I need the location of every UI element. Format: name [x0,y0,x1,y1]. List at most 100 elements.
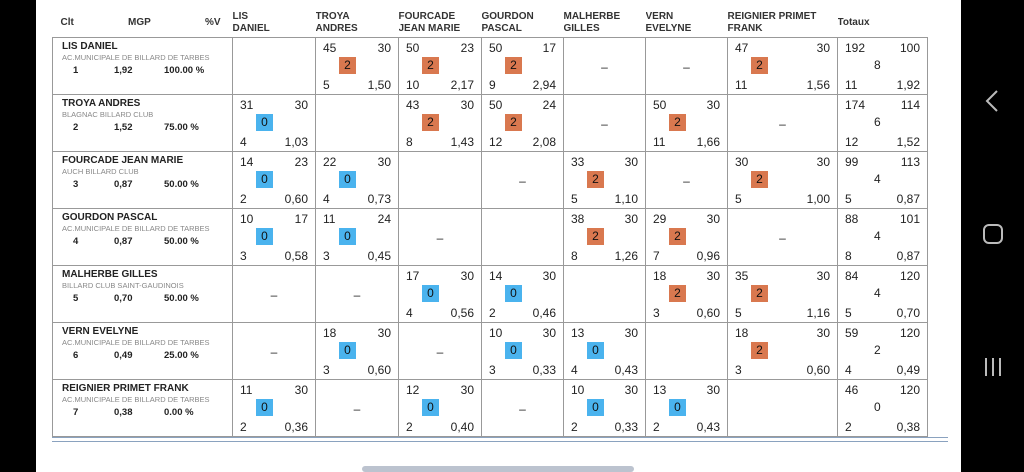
player-row: MALHERBE GILLES BILLARD CLUB SAINT-GAUDIN… [52,265,928,323]
match-average: 1,26 [614,249,638,263]
match-cell[interactable]: 13 30 0 4 0,43 [563,322,646,380]
match-cell[interactable]: 31 30 0 4 1,03 [232,94,316,152]
match-cell[interactable]: – [563,37,646,95]
match-result-badge: 2 [339,57,356,74]
match-cell[interactable] [315,94,399,152]
match-cell[interactable]: – [315,379,399,437]
match-cell[interactable]: 18 30 0 3 0,60 [315,322,399,380]
no-match-dash: – [601,60,608,74]
home-button[interactable] [961,204,1024,264]
match-points: 45 [323,41,337,55]
header-row: Clt MGP %V LIS DANIEL TROYA ANDRES FOURCADE J… [53,8,928,38]
match-cell[interactable]: 35 30 2 5 1,16 [727,265,838,323]
match-target: 30 [706,269,720,283]
match-target: 30 [706,98,720,112]
match-points: 22 [323,155,337,169]
match-cell[interactable] [645,322,728,380]
match-average: 2,94 [532,78,556,92]
match-cell[interactable]: 43 30 2 8 1,43 [398,94,482,152]
match-cell[interactable]: 50 17 2 9 2,94 [481,37,564,95]
match-cell[interactable] [727,379,838,437]
match-cell[interactable]: 45 30 2 5 1,50 [315,37,399,95]
match-innings: 11 [735,78,748,92]
player-stats: 6 0,49 25.00 % [54,350,233,362]
match-cell[interactable]: 13 30 0 2 0,43 [645,379,728,437]
match-result-badge: 2 [669,114,686,131]
match-cell[interactable]: 10 17 0 3 0,58 [232,208,316,266]
match-cell[interactable] [232,37,316,95]
match-cell[interactable]: – [645,37,728,95]
player-cell[interactable]: MALHERBE GILLES BILLARD CLUB SAINT-GAUDIN… [52,265,233,323]
match-cell[interactable]: – [315,265,399,323]
match-cell[interactable]: 50 30 2 11 1,66 [645,94,728,152]
match-cell[interactable]: – [232,322,316,380]
match-average: 2,08 [532,135,556,149]
match-cell[interactable]: 10 30 0 2 0,33 [563,379,646,437]
player-club: AC.MUNICIPALE DE BILLARD DE TARBES [62,224,210,233]
match-cell[interactable]: 12 30 0 2 0,40 [398,379,482,437]
match-cell[interactable]: – [727,94,838,152]
match-cell[interactable]: – [481,151,564,209]
player-cell[interactable]: TROYA ANDRES BLAGNAC BILLARD CLUB 2 1,52 75.… [52,94,233,152]
total-innings: 8 [845,249,852,263]
match-cell[interactable]: 22 30 0 4 0,73 [315,151,399,209]
player-win-pct: 50.00 % [164,236,199,247]
match-points: 17 [406,269,420,283]
match-target: 17 [542,41,556,55]
match-cell[interactable]: – [481,379,564,437]
match-cell[interactable]: – [645,151,728,209]
match-cell[interactable]: 11 30 0 2 0,36 [232,379,316,437]
opponent-header-line: JEAN MARIE [398,22,461,34]
match-average: 0,33 [532,363,556,377]
match-cell[interactable]: 50 23 2 10 2,17 [398,37,482,95]
back-button[interactable] [961,71,1024,131]
player-cell[interactable]: GOURDON PASCAL AC.MUNICIPALE DE BILLARD D… [52,208,233,266]
player-win-pct: 50.00 % [164,293,199,304]
match-target: 30 [624,212,638,226]
no-match-dash: – [519,174,526,188]
player-rank: 3 [73,179,79,190]
home-indicator[interactable] [362,466,634,472]
match-cell[interactable]: 11 24 0 3 0,45 [315,208,399,266]
match-cell[interactable] [481,208,564,266]
match-cell[interactable]: 18 30 2 3 0,60 [727,322,838,380]
player-cell[interactable]: REIGNIER PRIMET FRANK AC.MUNICIPALE DE BI… [52,379,233,437]
recents-button[interactable] [961,337,1024,397]
opponent-header: TROYA ANDRES [316,8,399,38]
match-cell[interactable]: – [398,208,482,266]
totals-cell: 59 120 2 4 0,49 [837,322,928,380]
match-cell[interactable]: 30 30 2 5 1,00 [727,151,838,209]
opponent-header-line: EVELYNE [645,22,692,34]
match-cell[interactable]: 50 24 2 12 2,08 [481,94,564,152]
match-target: 30 [624,326,638,340]
opponent-header-line: TROYA [315,10,350,22]
match-cell[interactable]: 33 30 2 5 1,10 [563,151,646,209]
match-cell[interactable] [398,151,482,209]
player-club: AUCH BILLARD CLUB [62,167,139,176]
match-cell[interactable]: – [232,265,316,323]
player-club: BLAGNAC BILLARD CLUB [62,110,154,119]
player-cell[interactable]: LIS DANIEL AC.MUNICIPALE DE BILLARD DE TA… [52,37,233,95]
match-cell[interactable]: – [563,94,646,152]
match-cell[interactable]: 17 30 0 4 0,56 [398,265,482,323]
match-cell[interactable]: 18 30 2 3 0,60 [645,265,728,323]
match-cell[interactable]: 47 30 2 11 1,56 [727,37,838,95]
match-cell[interactable]: 38 30 2 8 1,26 [563,208,646,266]
match-cell[interactable]: – [727,208,838,266]
match-cell[interactable]: – [398,322,482,380]
match-average: 0,43 [696,420,720,434]
match-cell[interactable]: 14 30 0 2 0,46 [481,265,564,323]
match-target: 23 [294,155,308,169]
match-innings: 2 [653,420,660,434]
opponent-header-line: GOURDON [481,10,534,22]
match-cell[interactable]: 14 23 0 2 0,60 [232,151,316,209]
match-cell[interactable]: 10 30 0 3 0,33 [481,322,564,380]
match-result-badge: 2 [422,114,439,131]
match-points: 43 [406,98,420,112]
match-result-badge: 0 [339,342,356,359]
player-cell[interactable]: FOURCADE JEAN MARIE AUCH BILLARD CLUB 3 0,8… [52,151,233,209]
player-row: FOURCADE JEAN MARIE AUCH BILLARD CLUB 3 0,8… [52,151,928,209]
match-cell[interactable]: 29 30 2 7 0,96 [645,208,728,266]
player-cell[interactable]: VERN EVELYNE AC.MUNICIPALE DE BILLARD DE … [52,322,233,380]
match-cell[interactable] [563,265,646,323]
